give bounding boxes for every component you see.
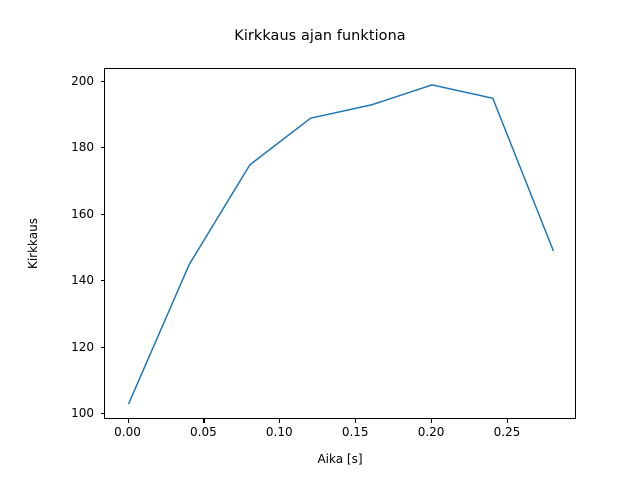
- line-plot-svg: [127, 84, 555, 405]
- chart-title: Kirkkaus ajan funktiona: [234, 28, 406, 44]
- x-tick-label: 0.00: [114, 425, 141, 439]
- x-tick-label: 0.20: [417, 425, 445, 439]
- y-tick-label: 140: [71, 273, 94, 288]
- x-tick-label: 0.25: [493, 425, 521, 439]
- y-tick-label: 100: [71, 406, 94, 421]
- x-tick-mark: [203, 419, 205, 423]
- y-tick-mark: [100, 413, 104, 415]
- y-tick-mark: [100, 346, 104, 348]
- y-tick-mark: [100, 213, 104, 215]
- y-tick-mark: [100, 147, 104, 149]
- y-tick-label: 180: [71, 140, 94, 155]
- y-tick-mark: [100, 80, 104, 82]
- x-tick-mark: [127, 419, 129, 423]
- y-tick-label: 160: [71, 206, 94, 221]
- x-tick-mark: [355, 419, 357, 423]
- y-tick-mark: [100, 280, 104, 282]
- y-tick-label: 200: [71, 73, 94, 88]
- x-tick-label: 0.10: [265, 425, 293, 439]
- plot-axes-area: [104, 68, 576, 419]
- x-tick-mark: [431, 419, 433, 423]
- data-series-line: [127, 84, 555, 405]
- x-tick-label: 0.15: [341, 425, 369, 439]
- y-axis-label: Kirkkaus: [26, 217, 40, 270]
- x-tick-mark: [279, 419, 281, 423]
- x-axis-label: Aika [s]: [317, 452, 363, 466]
- x-tick-mark: [506, 419, 509, 423]
- y-tick-label: 120: [71, 339, 94, 354]
- x-tick-label: 0.05: [190, 425, 217, 439]
